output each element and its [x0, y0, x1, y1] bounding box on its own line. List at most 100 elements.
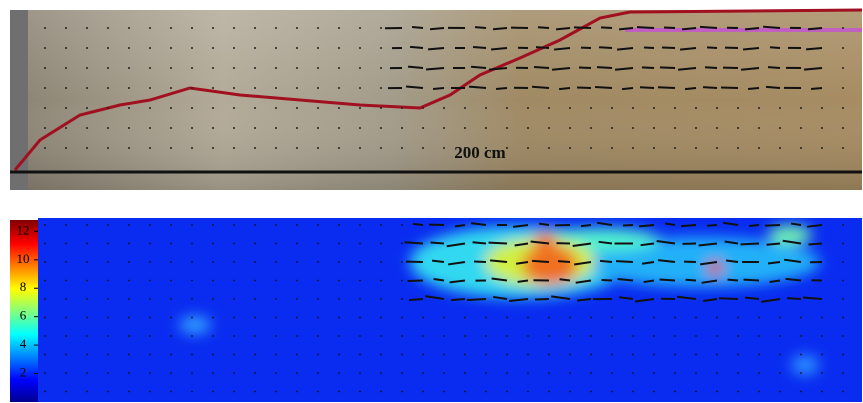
- flow-arrow: [573, 26, 592, 29]
- grid-dot: [527, 390, 529, 393]
- flow-arrow: [727, 278, 739, 282]
- grid-dot: [254, 67, 256, 69]
- grid-dot: [401, 390, 403, 393]
- grid-dot: [359, 390, 361, 393]
- flow-arrow: [531, 259, 550, 263]
- flow-arrow: [470, 65, 487, 69]
- grid-dot: [842, 279, 844, 282]
- grid-dot: [821, 372, 823, 374]
- grid-dot: [422, 390, 424, 393]
- grid-dot: [86, 127, 88, 129]
- grid-dot: [44, 87, 46, 89]
- grid-dot: [443, 372, 445, 374]
- grid-dot: [506, 390, 508, 393]
- grid-dot: [107, 372, 109, 374]
- grid-dot: [275, 127, 277, 129]
- grid-dot: [674, 147, 676, 149]
- flow-arrow: [472, 241, 487, 245]
- grid-dot: [548, 353, 550, 356]
- grid-dot: [317, 242, 319, 245]
- grid-dot: [170, 27, 172, 29]
- flow-arrow: [538, 222, 550, 226]
- flow-arrow: [412, 222, 424, 226]
- grid-dot: [317, 67, 319, 69]
- grid-dot: [170, 372, 172, 374]
- flow-arrow: [718, 297, 739, 300]
- photo-edge: [10, 10, 28, 190]
- grid-dot: [44, 279, 46, 282]
- grid-dot: [149, 67, 151, 69]
- grid-dot: [779, 107, 781, 109]
- flow-arrow: [535, 46, 550, 49]
- grid-dot: [107, 224, 109, 226]
- grid-dot: [695, 127, 697, 129]
- grid-dot: [44, 27, 46, 29]
- grid-dot: [842, 298, 844, 300]
- grid-dot: [275, 390, 277, 393]
- flow-arrow: [807, 27, 823, 31]
- grid-dot: [212, 242, 214, 245]
- grid-dot: [695, 335, 697, 337]
- grid-dot: [380, 372, 382, 374]
- grid-dot: [569, 316, 571, 319]
- flow-arrow: [427, 47, 445, 51]
- flow-arrow: [594, 86, 613, 89]
- flow-arrow: [470, 222, 487, 226]
- grid-dot: [65, 147, 67, 149]
- grid-dot: [212, 261, 214, 263]
- grid-dot: [65, 224, 67, 226]
- grid-dot: [443, 107, 445, 109]
- grid-dot: [149, 298, 151, 300]
- grid-dot: [212, 353, 214, 356]
- flow-arrow: [641, 261, 655, 265]
- grid-dot: [254, 27, 256, 29]
- flow-arrow: [432, 87, 445, 90]
- grid-dot: [716, 390, 718, 393]
- grid-dot: [86, 147, 88, 149]
- grid-dot: [107, 242, 109, 245]
- flow-arrow: [517, 279, 529, 283]
- grid-dot: [191, 47, 193, 49]
- grid-dot: [401, 147, 403, 149]
- grid-dot: [212, 335, 214, 337]
- grid-dot: [737, 372, 739, 374]
- grid-dot: [212, 47, 214, 49]
- grid-dot: [233, 67, 235, 69]
- grid-dot: [695, 107, 697, 109]
- flow-arrow: [404, 241, 424, 245]
- grid-dot: [485, 147, 487, 149]
- grid-dot: [611, 316, 613, 319]
- grid-dot: [317, 335, 319, 337]
- grid-dot: [149, 353, 151, 356]
- grid-dot: [548, 147, 550, 149]
- grid-dot: [65, 242, 67, 245]
- grid-dot: [464, 390, 466, 393]
- grid-dot: [233, 147, 235, 149]
- grid-dot: [443, 353, 445, 356]
- grid-dot: [86, 87, 88, 89]
- flow-arrow: [656, 239, 676, 245]
- flow-arrow: [805, 47, 823, 51]
- grid-dot: [359, 335, 361, 337]
- grid-dot: [170, 261, 172, 263]
- grid-dot: [107, 47, 109, 49]
- grid-dot: [65, 67, 67, 69]
- grid-dot: [86, 353, 88, 356]
- flow-arrow: [508, 298, 529, 302]
- grid-dot: [359, 261, 361, 263]
- grid-dot: [611, 390, 613, 393]
- grid-dot: [149, 316, 151, 319]
- grid-dot: [674, 335, 676, 337]
- grid-dot: [758, 390, 760, 393]
- flow-arrow: [703, 298, 718, 302]
- grid-dot: [842, 335, 844, 337]
- grid-dot: [716, 353, 718, 356]
- grid-dot: [338, 335, 340, 337]
- field-blob: [707, 261, 723, 275]
- grid-dot: [191, 224, 193, 226]
- grid-dot: [401, 224, 403, 226]
- flow-arrow: [495, 87, 508, 91]
- flow-arrow: [786, 297, 802, 300]
- flow-arrow: [808, 242, 823, 246]
- grid-dot: [233, 27, 235, 29]
